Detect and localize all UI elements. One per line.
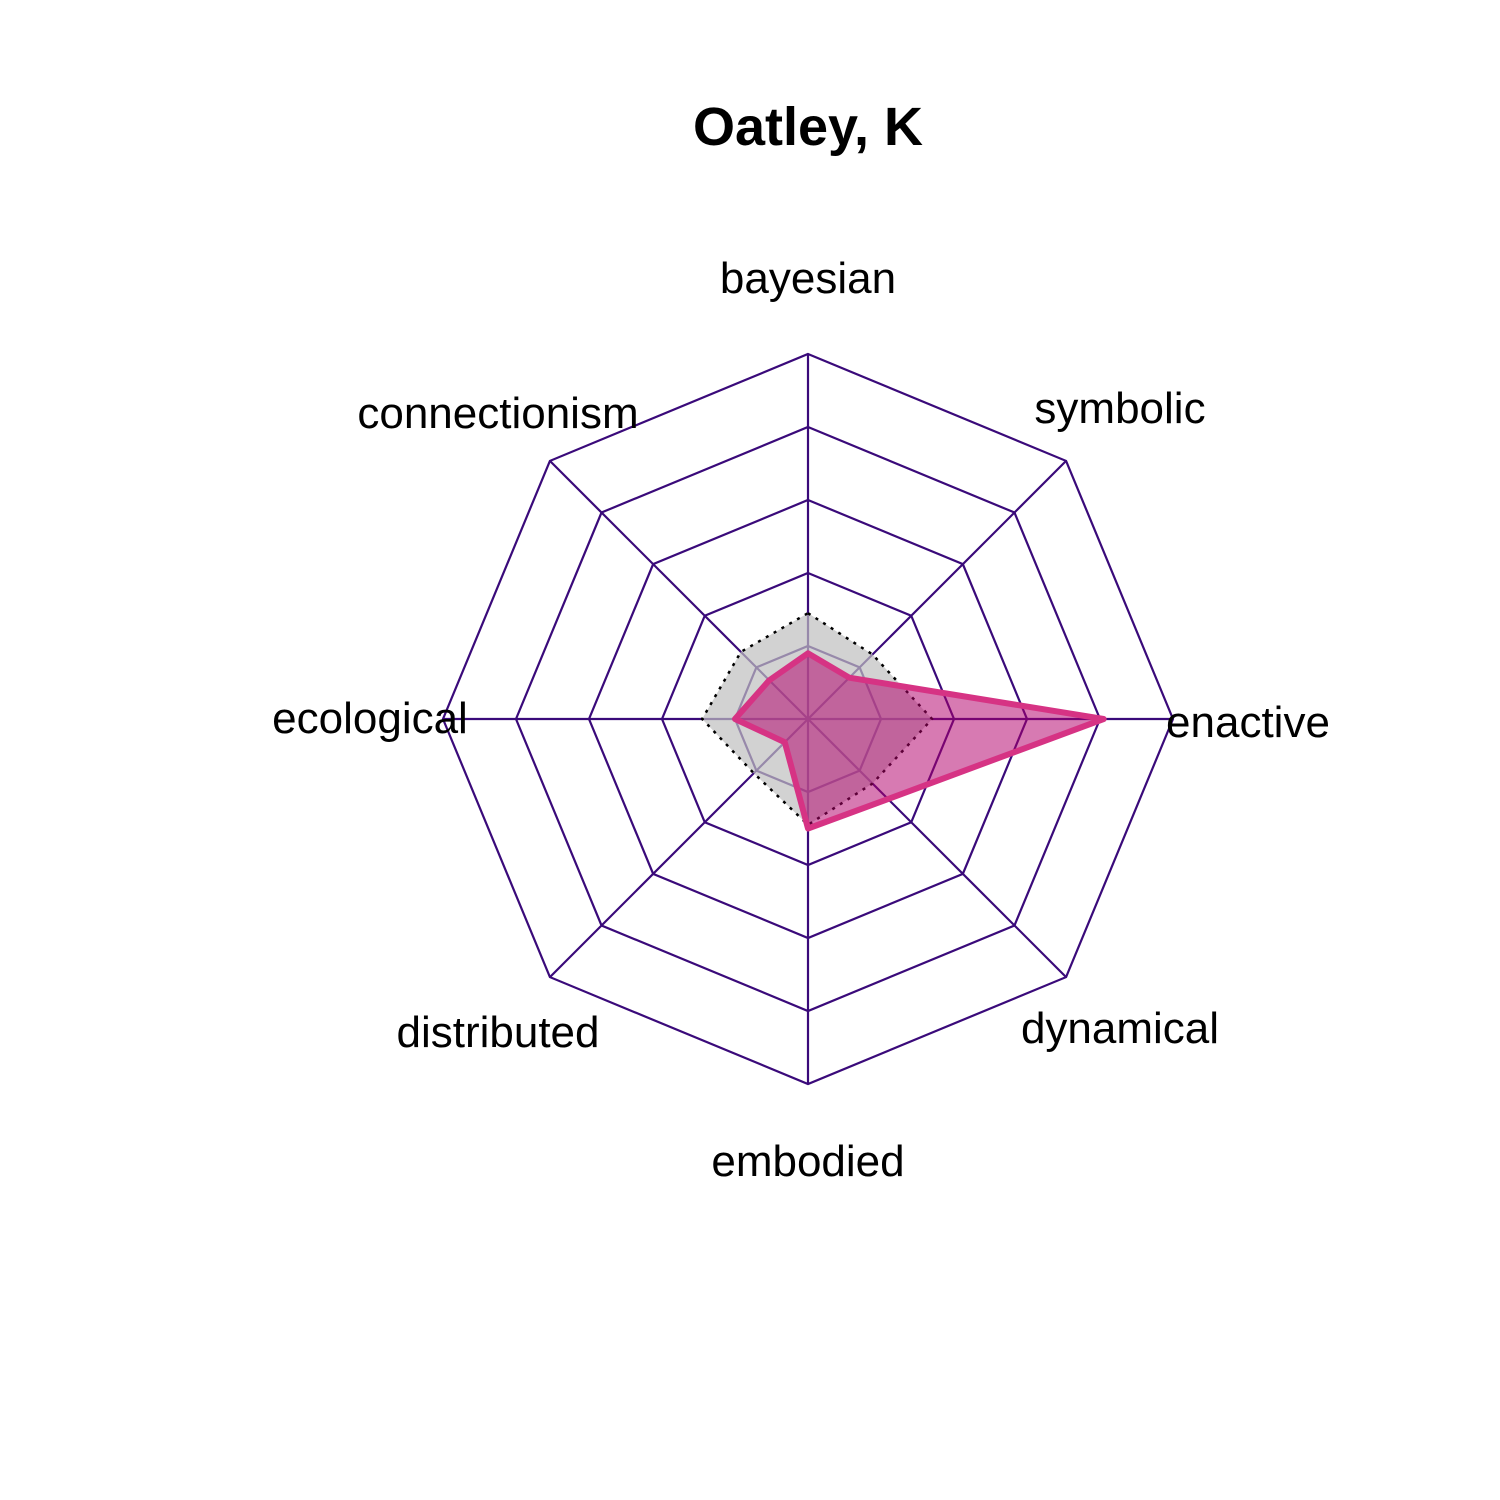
axis-labels: bayesian symbolic enactive dynamical embodie… bbox=[272, 254, 1330, 1186]
axis-label-dynamical: dynamical bbox=[1021, 1004, 1219, 1053]
radar-series bbox=[700, 611, 1107, 832]
series-main-polygon bbox=[732, 650, 1107, 832]
axis-label-connectionism: connectionism bbox=[357, 389, 638, 438]
chart-title: Oatley, K bbox=[693, 97, 923, 157]
axis-label-bayesian: bayesian bbox=[720, 254, 896, 303]
axis-label-ecological: ecological bbox=[272, 694, 468, 743]
axis-label-distributed: distributed bbox=[396, 1008, 599, 1057]
axis-label-symbolic: symbolic bbox=[1034, 384, 1205, 433]
axis-label-embodied: embodied bbox=[711, 1137, 904, 1186]
axis-label-enactive: enactive bbox=[1166, 698, 1330, 747]
